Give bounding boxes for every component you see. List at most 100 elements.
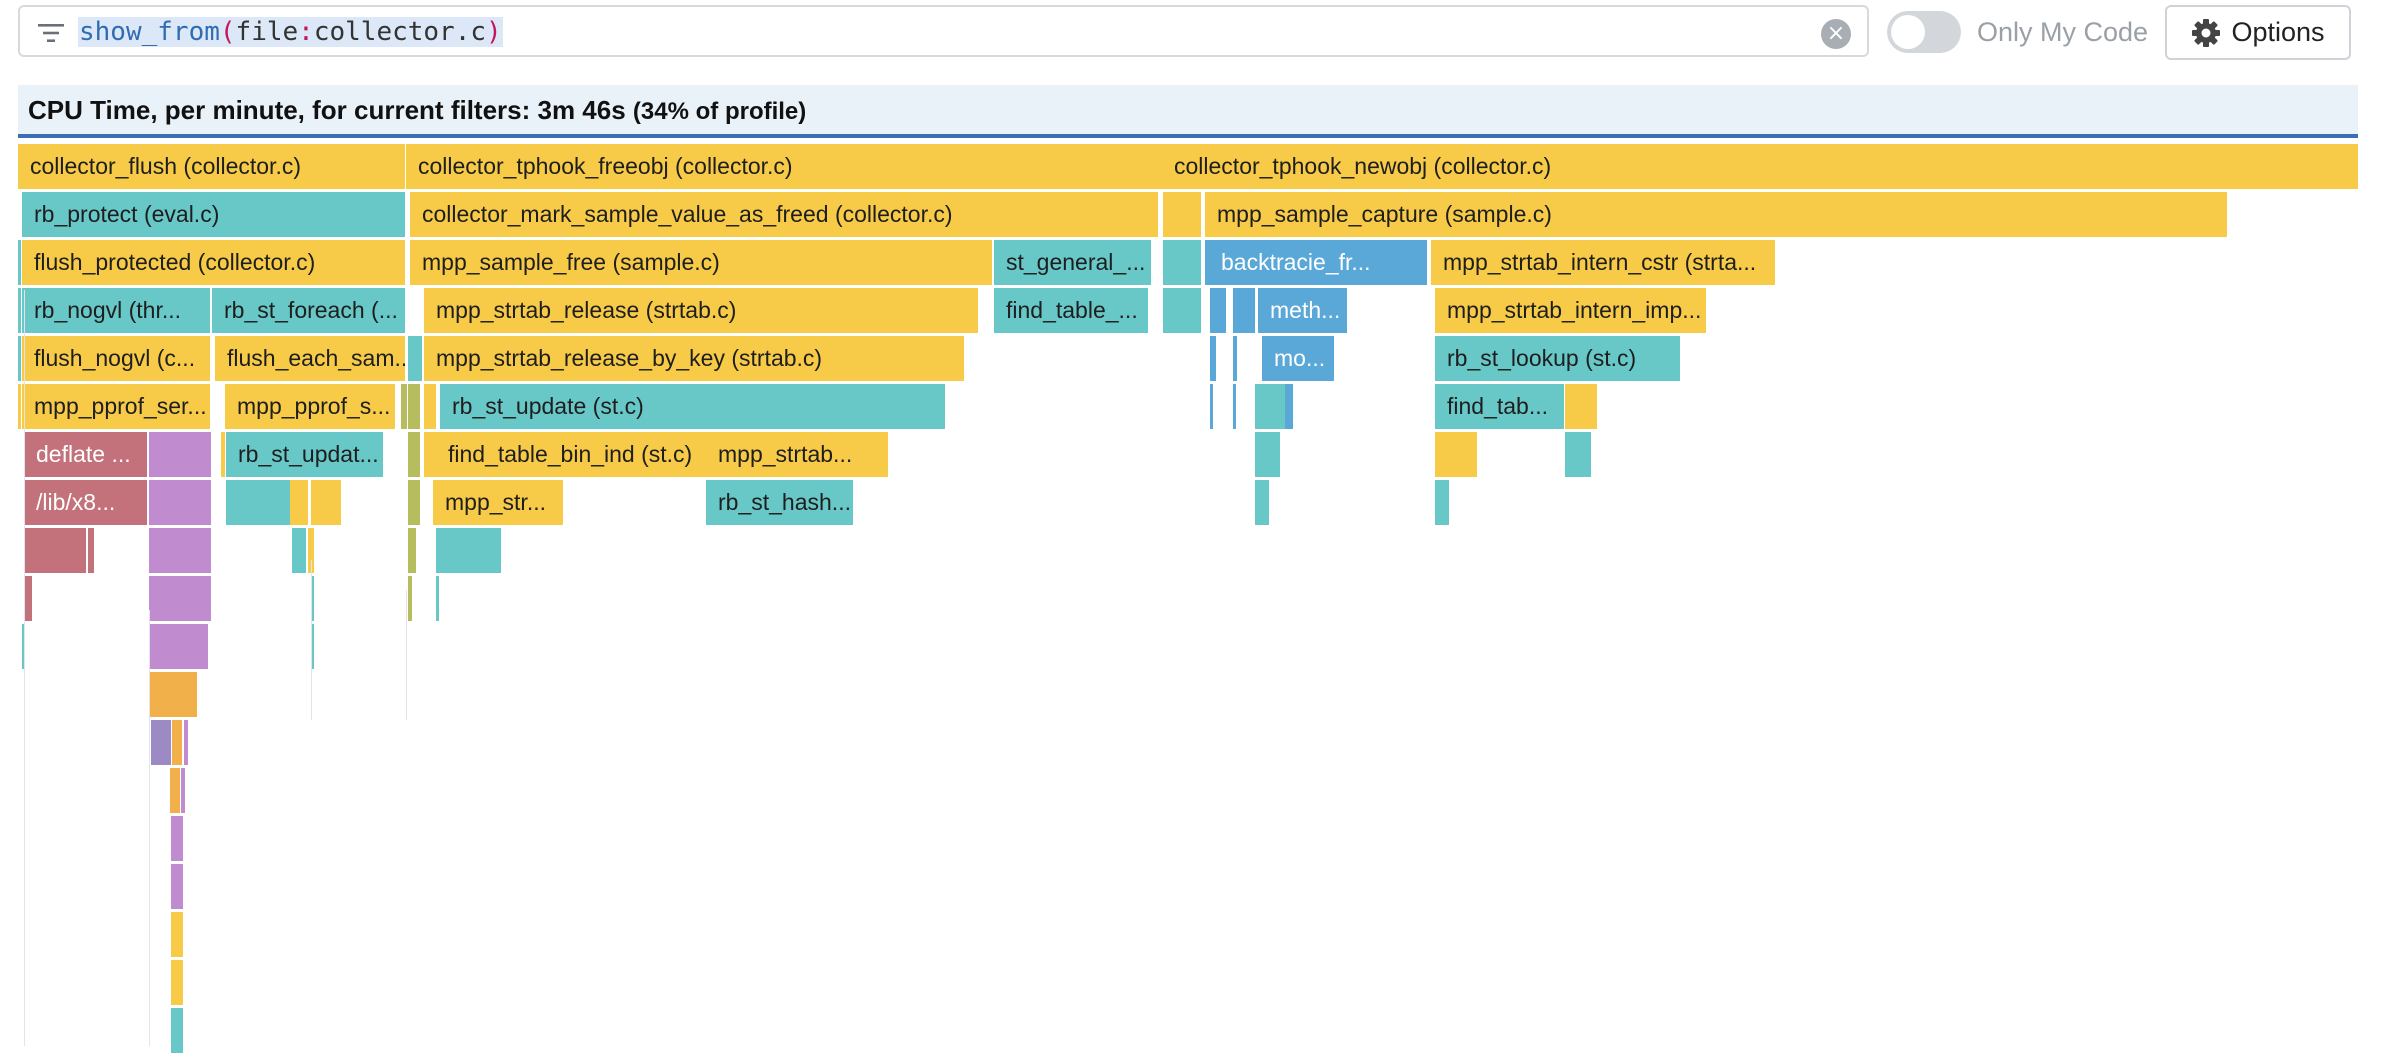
flame-frame[interactable]: [226, 480, 290, 525]
flame-frame[interactable]: [292, 528, 306, 573]
flame-frame[interactable]: [18, 336, 21, 381]
flame-frame[interactable]: st_general_...: [994, 240, 1151, 285]
flame-frame[interactable]: [18, 240, 21, 285]
flame-frame[interactable]: flush_nogvl (c...: [22, 336, 210, 381]
flame-frame[interactable]: collector_flush (collector.c): [18, 144, 405, 189]
flame-frame[interactable]: [149, 672, 197, 717]
flame-frame[interactable]: [184, 720, 188, 765]
clear-circle-icon[interactable]: ×: [1821, 19, 1851, 49]
flame-frame[interactable]: [1565, 432, 1591, 477]
flame-frame[interactable]: mpp_pprof_ser...: [22, 384, 210, 429]
flame-frame[interactable]: rb_st_foreach (...: [212, 288, 405, 333]
flame-frame[interactable]: mpp_sample_free (sample.c): [410, 240, 992, 285]
flame-frame[interactable]: [311, 624, 314, 669]
flame-frame[interactable]: [149, 480, 211, 525]
filter-query-text[interactable]: show_from(file:collector.c): [78, 15, 503, 49]
flame-frame[interactable]: [408, 432, 420, 477]
flame-frame[interactable]: [1210, 384, 1213, 429]
flame-frame[interactable]: deflate ...: [24, 432, 147, 477]
flame-frame[interactable]: [24, 528, 86, 573]
flame-frame[interactable]: rb_st_updat...: [226, 432, 383, 477]
flame-frame[interactable]: mpp_strtab_release (strtab.c): [424, 288, 978, 333]
flame-frame[interactable]: [171, 864, 183, 909]
flame-frame[interactable]: meth...: [1258, 288, 1347, 333]
flame-frame[interactable]: find_tab...: [1435, 384, 1564, 429]
flame-frame[interactable]: [308, 528, 314, 573]
flame-frame[interactable]: [1233, 336, 1237, 381]
flame-frame[interactable]: mpp_str...: [433, 480, 563, 525]
flame-frame[interactable]: [181, 768, 185, 813]
flame-frame[interactable]: [171, 960, 183, 1005]
flame-frame[interactable]: rb_nogvl (thr...: [22, 288, 210, 333]
flame-frame[interactable]: [1210, 288, 1226, 333]
flame-frame[interactable]: [149, 528, 211, 573]
flame-frame[interactable]: [408, 576, 412, 621]
flame-frame[interactable]: mpp_strtab_intern_imp...: [1435, 288, 1706, 333]
flame-frame[interactable]: mpp_strtab_intern_cstr (strta...: [1431, 240, 1775, 285]
flame-frame[interactable]: [1233, 288, 1255, 333]
flame-frame[interactable]: [408, 384, 420, 429]
flame-frame[interactable]: [311, 480, 341, 525]
flame-frame[interactable]: [171, 816, 183, 861]
flame-frame[interactable]: collector_tphook_freeobj (collector.c): [406, 144, 1162, 189]
flame-frame[interactable]: [1163, 288, 1201, 333]
flame-frame[interactable]: [408, 480, 420, 525]
flame-frame[interactable]: rb_st_lookup (st.c): [1435, 336, 1680, 381]
flame-frame[interactable]: [401, 384, 407, 429]
flame-frame[interactable]: [18, 288, 21, 333]
flame-frame[interactable]: [171, 1008, 183, 1053]
flame-frame[interactable]: [424, 432, 436, 477]
flame-frame[interactable]: [149, 576, 211, 621]
flame-frame[interactable]: [436, 576, 439, 621]
flame-frame[interactable]: [221, 432, 225, 477]
flame-frame[interactable]: [1163, 192, 1201, 237]
flame-frame[interactable]: rb_st_hash...: [706, 480, 853, 525]
flame-frame[interactable]: [1435, 432, 1477, 477]
flame-frame[interactable]: [171, 912, 183, 957]
flame-frame[interactable]: flush_protected (collector.c): [22, 240, 405, 285]
flame-frame[interactable]: mpp_sample_capture (sample.c): [1205, 192, 2227, 237]
flame-frame[interactable]: find_table_bin_ind (st.c): [436, 432, 706, 477]
flame-frame[interactable]: collector_mark_sample_value_as_freed (co…: [410, 192, 1158, 237]
flame-frame[interactable]: [436, 528, 501, 573]
flame-frame[interactable]: /lib/x8...: [24, 480, 147, 525]
flame-frame[interactable]: [149, 432, 211, 477]
flame-frame[interactable]: mpp_pprof_s...: [225, 384, 395, 429]
flame-frame[interactable]: mpp_strtab_release_by_key (strtab.c): [424, 336, 964, 381]
flame-frame[interactable]: [1163, 240, 1201, 285]
flame-frame[interactable]: [18, 384, 21, 429]
flame-frame[interactable]: [311, 576, 314, 621]
filter-query-input[interactable]: show_from(file:collector.c) ×: [18, 5, 1869, 57]
flame-frame[interactable]: [1210, 336, 1216, 381]
flame-frame[interactable]: mpp_strtab...: [706, 432, 882, 477]
options-button[interactable]: Options: [2165, 5, 2351, 60]
flame-frame[interactable]: [1285, 384, 1293, 429]
flame-frame[interactable]: backtracie_fr...: [1209, 240, 1427, 285]
flame-frame[interactable]: [172, 720, 182, 765]
flame-frame[interactable]: [1205, 240, 1209, 285]
flame-frame[interactable]: [1255, 480, 1269, 525]
flame-frame[interactable]: [149, 624, 208, 669]
flame-frame[interactable]: collector_tphook_newobj (collector.c): [1162, 144, 2358, 189]
flame-frame[interactable]: [424, 384, 436, 429]
only-my-code-toggle[interactable]: [1887, 11, 1961, 53]
flame-frame[interactable]: [1435, 480, 1449, 525]
flame-frame[interactable]: [170, 768, 180, 813]
flame-frame[interactable]: [1255, 432, 1280, 477]
flame-frame[interactable]: find_table_...: [994, 288, 1148, 333]
flame-frame[interactable]: [1255, 384, 1285, 429]
flame-frame[interactable]: [882, 432, 888, 477]
flame-frame[interactable]: [408, 528, 416, 573]
flame-frame[interactable]: flush_each_sam...: [215, 336, 405, 381]
flame-frame[interactable]: [22, 624, 25, 669]
flame-frame[interactable]: [1565, 384, 1597, 429]
flame-frame[interactable]: mo...: [1262, 336, 1334, 381]
flame-frame[interactable]: rb_protect (eval.c): [22, 192, 405, 237]
flame-frame[interactable]: [408, 336, 422, 381]
flame-frame[interactable]: [290, 480, 308, 525]
flame-frame[interactable]: [151, 720, 171, 765]
flame-frame[interactable]: rb_st_update (st.c): [440, 384, 945, 429]
flame-frame[interactable]: [1233, 384, 1236, 429]
flame-frame[interactable]: [24, 576, 32, 621]
flame-frame[interactable]: [88, 528, 94, 573]
